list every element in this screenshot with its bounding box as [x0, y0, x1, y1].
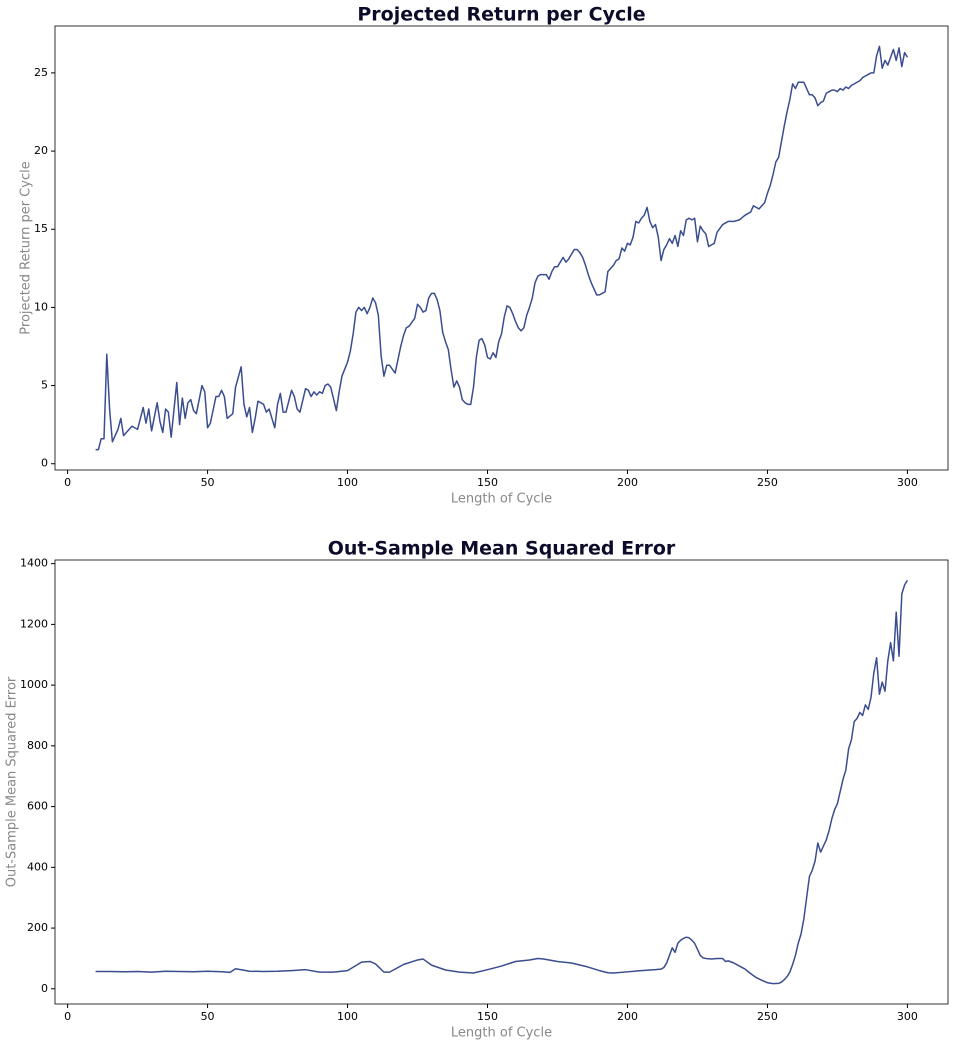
chart-title: Projected Return per Cycle — [357, 4, 645, 26]
y-tick-label: 5 — [41, 379, 48, 392]
y-tick-label: 1200 — [20, 617, 48, 630]
y-axis-label: Out-Sample Mean Squared Error — [5, 676, 20, 887]
x-tick-label: 250 — [757, 476, 778, 489]
y-tick-label: 800 — [27, 739, 48, 752]
y-axis-label: Projected Return per Cycle — [19, 161, 34, 334]
chart-title: Out-Sample Mean Squared Error — [328, 538, 676, 560]
x-tick-label: 0 — [64, 1010, 71, 1023]
y-tick-label: 0 — [41, 457, 48, 470]
y-tick-label: 600 — [27, 800, 48, 813]
x-tick-label: 250 — [757, 1010, 778, 1023]
x-tick-label: 200 — [617, 476, 638, 489]
x-tick-label: 300 — [897, 1010, 918, 1023]
y-tick-label: 1000 — [20, 678, 48, 691]
x-tick-label: 50 — [201, 1010, 215, 1023]
y-tick-label: 1400 — [20, 557, 48, 570]
plot-area — [54, 559, 949, 1005]
y-tick-label: 15 — [34, 222, 48, 235]
y-tick-label: 25 — [34, 66, 48, 79]
x-tick-label: 100 — [337, 1010, 358, 1023]
x-tick-label: 100 — [337, 476, 358, 489]
x-tick-label: 50 — [201, 476, 215, 489]
x-tick-label: 150 — [477, 476, 498, 489]
y-tick-label: 200 — [27, 921, 48, 934]
y-tick-label: 400 — [27, 860, 48, 873]
y-tick-label: 10 — [34, 300, 48, 313]
y-tick-label: 20 — [34, 144, 48, 157]
x-tick-label: 300 — [897, 476, 918, 489]
x-tick-label: 0 — [64, 476, 71, 489]
x-axis-label: Length of Cycle — [451, 1026, 552, 1041]
x-tick-label: 150 — [477, 1010, 498, 1023]
data-line — [95, 579, 909, 985]
x-axis-label: Length of Cycle — [451, 492, 552, 507]
data-line — [95, 45, 909, 451]
x-tick-label: 200 — [617, 1010, 638, 1023]
plot-area — [54, 25, 949, 471]
y-tick-label: 0 — [41, 982, 48, 995]
